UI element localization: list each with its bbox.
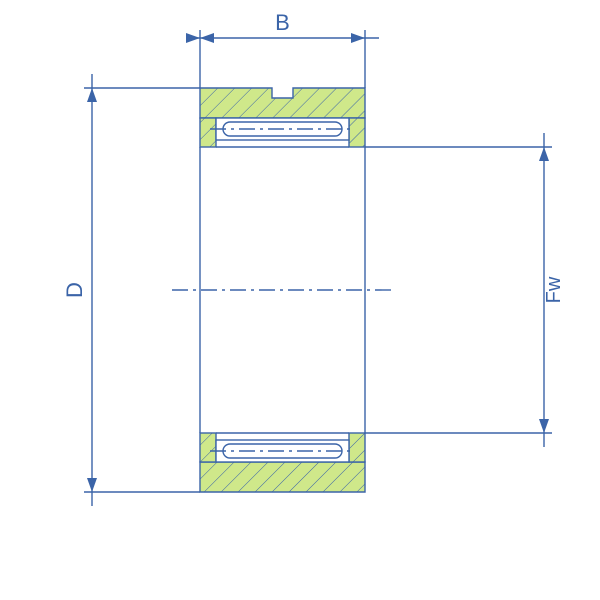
dim-label-D: D xyxy=(62,282,87,298)
dimension-arrow xyxy=(200,33,214,43)
lip-bottom-right xyxy=(349,433,365,462)
lip-bottom-left xyxy=(200,433,216,462)
dimension-arrow xyxy=(186,33,200,43)
dimension-arrow xyxy=(87,478,97,492)
outer-ring-bottom xyxy=(200,462,365,492)
dimension-arrow xyxy=(539,419,549,433)
dimension-arrow xyxy=(539,147,549,161)
dimension-arrow xyxy=(87,88,97,102)
dim-label-Fw: Fw xyxy=(543,276,565,303)
lip-top-right xyxy=(349,118,365,147)
dimension-arrow xyxy=(351,33,365,43)
bearing-diagram: B D Fw xyxy=(0,0,600,600)
outer-ring-top xyxy=(200,88,365,118)
dim-label-B: B xyxy=(275,10,290,35)
lip-top-left xyxy=(200,118,216,147)
